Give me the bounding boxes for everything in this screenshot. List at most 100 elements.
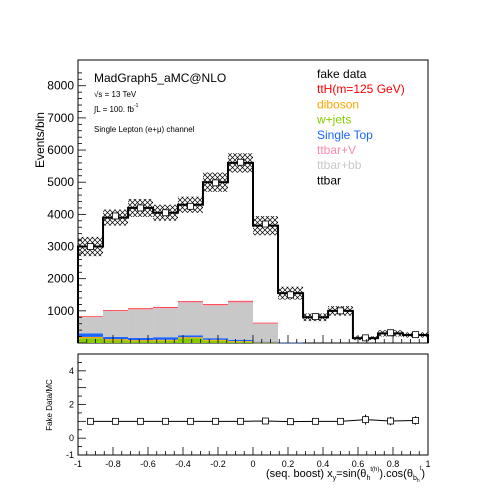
ratio-y-tick-label: 2	[69, 400, 74, 410]
y-tick-label: 8000	[47, 79, 74, 93]
data-point	[162, 209, 169, 217]
data-point	[212, 179, 219, 187]
ratio-y-tick-label: 0	[69, 433, 74, 443]
stack-bar	[128, 340, 154, 342]
stack-bar	[103, 311, 129, 337]
stack-bar	[253, 341, 279, 343]
y-tick-label: 1000	[47, 304, 74, 318]
data-point	[262, 220, 269, 228]
data-point	[112, 212, 119, 220]
stack-bar	[177, 335, 203, 338]
y-tick-label: 5000	[47, 175, 74, 189]
energy-label: √s = 13 TeV	[94, 90, 137, 99]
legend-entry: ttbar+V	[317, 143, 356, 157]
legend-entry: ttbar	[317, 173, 341, 187]
stack-bar	[103, 310, 129, 311]
ratio-point	[312, 417, 319, 425]
x-axis-title: (seq. boost) xy=sin(θht(h)).cos(θbht)	[266, 466, 425, 484]
legend-entry: ttH(m=125 GeV)	[317, 82, 405, 96]
x-tick-label: -0.6	[140, 459, 156, 469]
ratio-point	[87, 417, 94, 425]
ratio-point	[262, 417, 269, 425]
stack-bar	[202, 305, 228, 339]
stack-bar	[78, 316, 104, 318]
x-tick-label: 0.6	[352, 459, 365, 469]
stack-bar	[227, 300, 253, 302]
ratio-point	[337, 417, 344, 425]
legend-entry: fake data	[317, 67, 367, 81]
ratio-point	[137, 417, 144, 425]
legend-entry: Single Top	[317, 128, 373, 142]
stack-bar	[253, 342, 279, 344]
stack-bar	[227, 341, 253, 342]
x-tick-label: -1	[74, 459, 82, 469]
stack-bar	[253, 322, 279, 324]
stack-bar	[177, 338, 203, 343]
x-tick-label: 1	[425, 459, 430, 469]
x-tick-label: -0.2	[210, 459, 226, 469]
y-tick-label: 3000	[47, 240, 74, 254]
ratio-y-tick-label: 4	[69, 366, 74, 376]
ttbar-total-line	[77, 161, 429, 343]
data-point	[87, 243, 94, 250]
stack-bar	[153, 308, 178, 338]
data-point	[312, 313, 319, 321]
data-point	[412, 331, 419, 339]
legend-entry: w+jets	[316, 113, 351, 127]
ratio-point	[387, 417, 394, 425]
ratio-line	[90, 419, 416, 423]
stack-bar	[227, 302, 253, 340]
ratio-point	[162, 417, 169, 425]
data-point	[287, 291, 294, 299]
data-point	[362, 334, 369, 342]
stack-bar	[253, 323, 279, 324]
lumi-label: ∫L = 100. fb-1	[93, 103, 139, 114]
ratio-point	[187, 417, 194, 425]
ratio-point	[112, 417, 119, 425]
y-tick-label: 2000	[47, 272, 74, 286]
channel-label: Single Lepton (e+μ) channel	[94, 125, 195, 134]
ratio-point	[237, 417, 244, 425]
ratio-y-tick-label: -1	[66, 450, 74, 460]
ratio-point	[212, 417, 219, 425]
stack-bar	[78, 316, 104, 317]
ratio-point	[412, 417, 419, 424]
stack-bar	[153, 306, 178, 308]
stack-bar	[78, 333, 104, 337]
stack-bar	[78, 317, 104, 334]
stack-bar	[103, 336, 129, 340]
stack-bar	[128, 341, 154, 343]
data-point	[187, 202, 194, 210]
stack-bar	[202, 338, 228, 340]
ratio-y-axis-title: Fake Data/MC	[45, 379, 54, 431]
y-tick-label: 7000	[47, 111, 74, 125]
x-tick-label: 0.4	[317, 459, 330, 469]
data-point	[387, 329, 394, 337]
stack-bar	[227, 339, 253, 342]
stack-bar	[278, 342, 304, 344]
stack-bar	[202, 340, 228, 343]
legend-entry: diboson	[317, 97, 359, 111]
data-point	[137, 204, 144, 212]
y-tick-label: 6000	[47, 143, 74, 157]
stack-bar	[128, 308, 154, 309]
x-tick-label: 0.8	[387, 459, 400, 469]
stack-bar	[177, 301, 203, 303]
stack-bar	[177, 302, 203, 336]
x-tick-label: -0.4	[175, 459, 191, 469]
y-axis-title: Events/bin	[33, 112, 47, 168]
ratio-point	[287, 418, 294, 426]
stack-bar	[103, 340, 129, 343]
stack-bar	[103, 310, 129, 312]
stack-bar	[202, 304, 228, 306]
generator-label: MadGraph5_aMC@NLO	[94, 71, 226, 85]
x-tick-label: 0.2	[282, 459, 295, 469]
stack-bar	[177, 337, 203, 339]
stack-bar	[177, 301, 203, 302]
ratio-plot-frame	[77, 353, 429, 456]
stack-bar	[202, 339, 228, 341]
stack-bar	[253, 342, 279, 343]
stack-bar	[202, 304, 228, 305]
